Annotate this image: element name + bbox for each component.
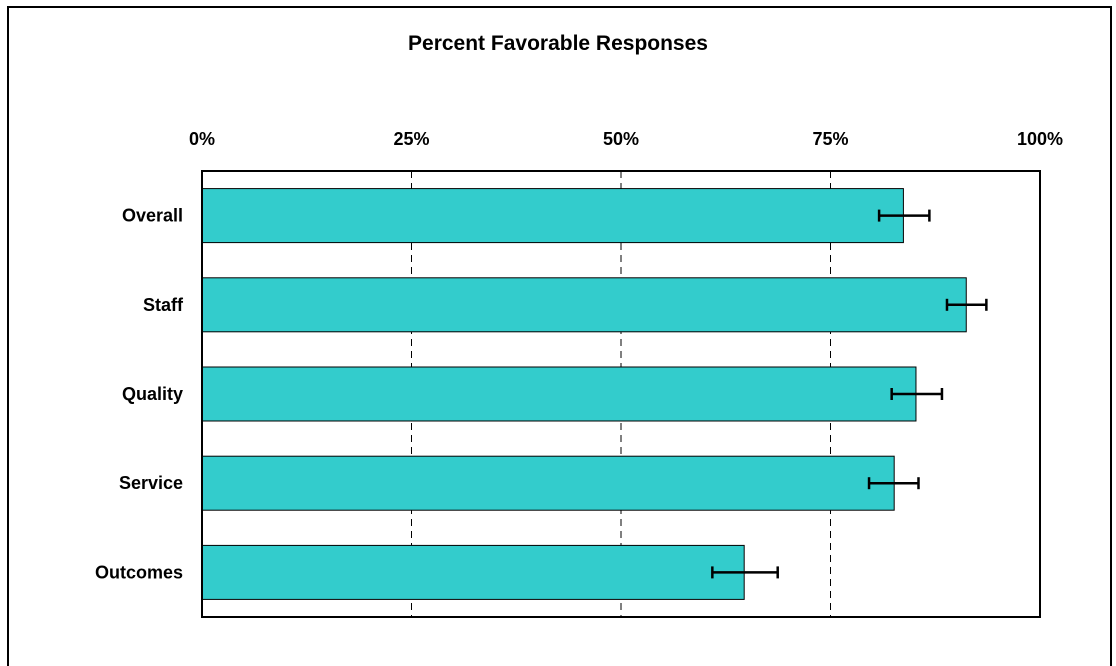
x-tick-label: 25% [393,129,429,149]
chart-title: Percent Favorable Responses [408,32,708,55]
x-tick-label: 100% [1017,129,1063,149]
category-label: Staff [143,295,184,315]
error-bar [945,298,988,311]
bar [201,366,917,422]
x-tick-label: 50% [603,129,639,149]
category-labels: Overall Staff Quality Service Outcomes [95,206,184,583]
bar [201,544,745,600]
bars [201,188,967,600]
error-bars [711,209,988,579]
x-tick-label: 75% [812,129,848,149]
category-label: Overall [122,206,183,226]
bar [201,188,904,244]
bar [201,455,895,511]
bar [201,277,967,333]
error-bar [867,477,920,490]
x-tick-label: 0% [189,129,215,149]
plot-area-border [201,170,1041,618]
category-label: Outcomes [95,562,183,582]
error-bar [890,388,944,400]
category-label: Service [119,473,183,493]
error-bar [877,209,931,222]
x-tick-labels: 0% 25% 50% 75% 100% [189,129,1063,149]
error-bar [711,566,779,579]
category-label: Quality [122,384,183,404]
